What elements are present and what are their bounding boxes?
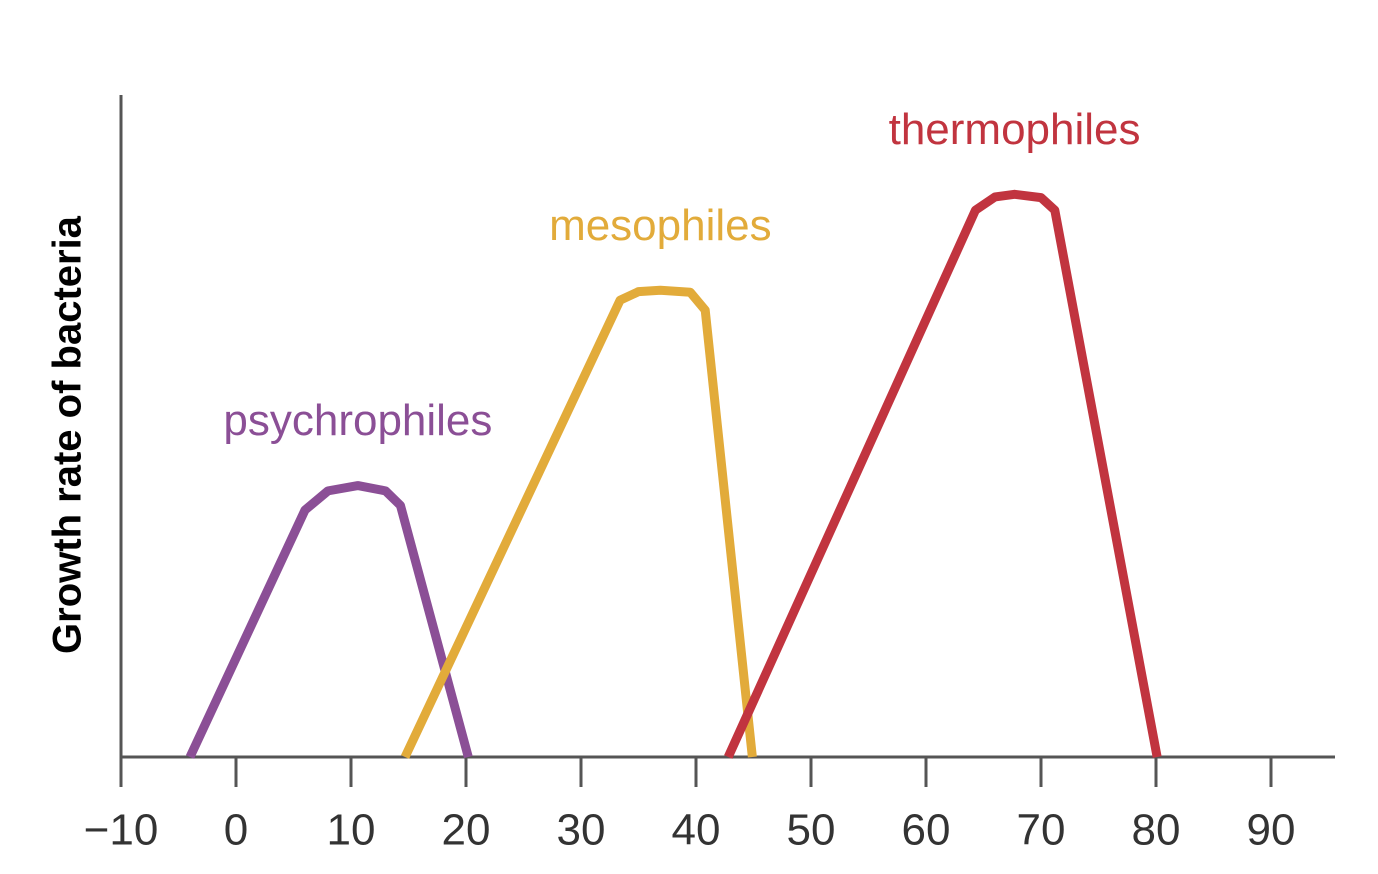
x-tick-label: 80 — [1132, 806, 1181, 855]
x-tick-label: −10 — [84, 806, 159, 855]
x-tick-label: 0 — [224, 806, 248, 855]
x-tick-label: 60 — [902, 806, 951, 855]
growth-curve — [400, 285, 757, 759]
x-tick-label: 30 — [557, 806, 606, 855]
x-tick-label: 50 — [787, 806, 836, 855]
series-label: mesophiles — [549, 201, 772, 250]
x-tick-label: 10 — [327, 806, 376, 855]
y-axis-label: Growth rate of bacteria — [46, 215, 90, 654]
x-tick-label: 90 — [1247, 806, 1296, 855]
growth-curve — [185, 481, 473, 759]
growth-curve — [724, 189, 1162, 759]
x-tick-label: 40 — [672, 806, 721, 855]
series-label: thermophiles — [889, 105, 1141, 154]
series-label: psychrophiles — [223, 396, 492, 445]
x-tick-label: 20 — [442, 806, 491, 855]
x-tick-label: 70 — [1017, 806, 1066, 855]
